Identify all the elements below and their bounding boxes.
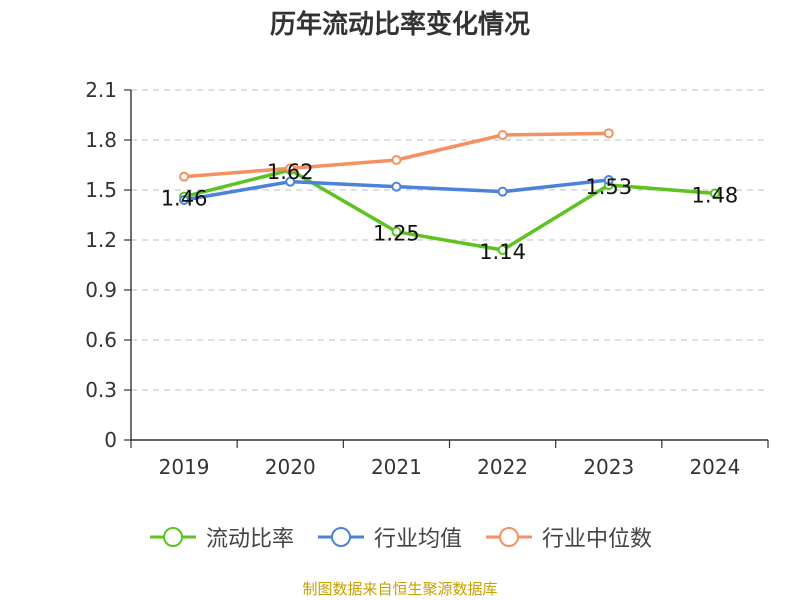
legend: 流动比率 行业均值 行业中位数 [0,520,800,554]
data-label: 1.14 [479,240,526,264]
legend-item[interactable]: 行业中位数 [484,521,652,553]
data-point [497,245,508,255]
data-point [179,171,190,182]
x-tick-label: 2023 [583,455,634,479]
data-label: 1.25 [373,222,420,246]
data-point [179,195,190,205]
legend-item[interactable]: 流动比率 [148,521,294,553]
data-point [603,175,614,185]
series-line [183,168,716,252]
y-tick-label: 1.2 [85,228,117,252]
data-point [285,176,296,187]
x-tick-label: 2022 [477,455,528,479]
data-point [391,181,402,192]
legend-line-icon [317,527,364,547]
y-tick-label: 0.6 [85,328,117,352]
y-tick-label: 0 [104,428,117,452]
data-label: 1.53 [585,175,632,199]
data-point [709,188,720,199]
x-tick-label: 2024 [689,455,740,479]
legend-line-icon [149,527,196,547]
y-tick-label: 2.1 [85,78,117,102]
legend-label: 行业均值 [373,527,462,552]
chart-title: 历年流动比率变化情况 [269,10,530,40]
data-point [497,186,508,197]
y-tick-label: 1.5 [85,178,117,202]
x-tick-label: 2020 [265,455,316,479]
x-tick-label: 2021 [371,455,422,479]
legend-label: 流动比率 [205,527,294,552]
legend-line-icon [486,527,532,547]
data-label: 1.46 [161,187,208,211]
data-label: 1.48 [692,183,739,207]
data-point [391,155,402,165]
y-tick-label: 0.9 [85,278,117,302]
y-tick-label: 0.3 [85,378,117,402]
data-point [285,163,296,174]
data-point [497,130,508,140]
x-tick-label: 2019 [159,455,210,479]
legend-label: 行业中位数 [542,527,653,552]
legend-item[interactable]: 行业均值 [316,521,462,553]
data-label: 1.62 [267,160,314,184]
y-tick-label: 1.8 [85,128,117,152]
data-point [603,128,614,139]
data-point [391,226,402,237]
source-note: 制图数据来自恒生聚源数据库 [302,580,498,598]
